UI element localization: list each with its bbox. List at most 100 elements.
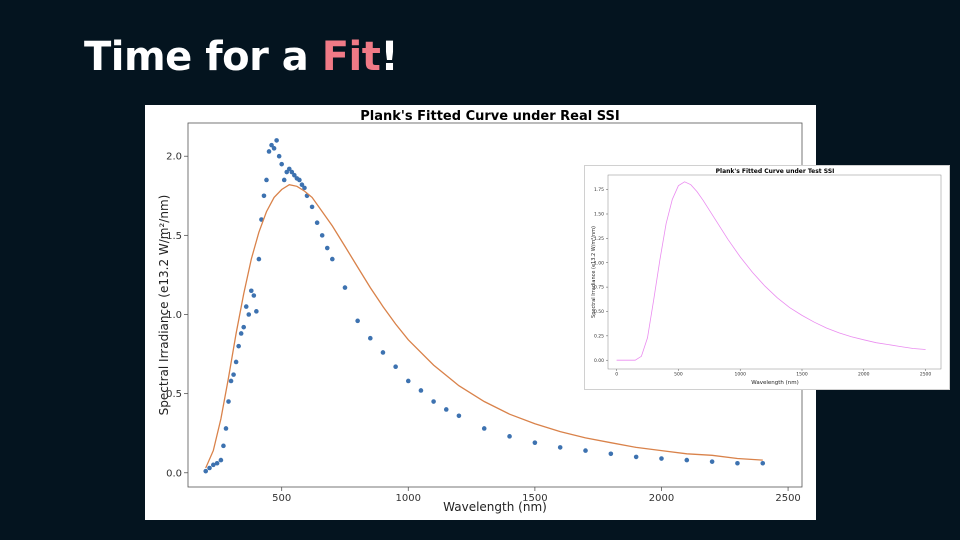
- data-point: [254, 309, 259, 314]
- data-point: [236, 343, 241, 349]
- data-point: [405, 378, 411, 384]
- y-tick-label: 0.75: [594, 285, 604, 291]
- y-axis-label: Spectral Irradiance (e13.2 W/m²/nm): [157, 195, 171, 416]
- y-tick-label: 0.5: [166, 389, 182, 400]
- tick-layer: 0 500 1000 1500 2000 2500 0.00 0.25 0.50 0.75 1.00…: [594, 187, 931, 377]
- y-tick-label: 0.00: [594, 358, 604, 364]
- data-point: [228, 378, 234, 384]
- data-point: [393, 364, 398, 370]
- data-point: [302, 185, 307, 191]
- data-point: [246, 312, 252, 317]
- data-point: [276, 153, 282, 159]
- y-tick-label: 0.50: [594, 309, 604, 315]
- slide-title-prefix: Time for a: [84, 34, 322, 80]
- data-point: [330, 256, 335, 262]
- tick-layer: 500 1000 1500 2000 2500 0.0 0.5 1.0 1.5 2.0: [166, 152, 801, 504]
- data-point: [507, 434, 512, 439]
- data-point: [218, 457, 224, 463]
- data-point: [214, 460, 220, 466]
- inset-chart-panel: Plank's Fitted Curve under Test SSI Wave…: [585, 166, 949, 389]
- data-point: [299, 182, 305, 188]
- x-tick-label: 1500: [522, 493, 547, 504]
- data-point: [203, 468, 209, 474]
- data-point: [324, 245, 330, 251]
- data-point: [684, 457, 690, 463]
- data-point: [481, 426, 487, 431]
- series-layer: [616, 181, 926, 361]
- data-point: [355, 318, 360, 324]
- y-tick-label: 1.75: [594, 187, 604, 193]
- data-point: [231, 372, 236, 377]
- data-point: [269, 142, 274, 148]
- data-point: [279, 161, 284, 167]
- data-point: [709, 459, 715, 464]
- data-point: [532, 440, 538, 445]
- y-tick-label: 0.0: [166, 468, 182, 479]
- data-point: [251, 293, 257, 298]
- scatter-series: [203, 138, 766, 474]
- data-point: [735, 460, 740, 466]
- data-point: [207, 465, 212, 471]
- x-tick-label: 2500: [775, 493, 800, 504]
- x-tick-label: 0: [615, 372, 618, 378]
- data-point: [211, 462, 216, 468]
- data-point: [221, 443, 226, 449]
- data-point: [233, 359, 239, 365]
- data-point: [274, 138, 279, 143]
- slide-title: Time for a Fit!: [84, 34, 399, 80]
- data-point: [271, 146, 277, 151]
- x-tick-label: 1000: [734, 372, 746, 378]
- x-axis-label: Wavelength (nm): [751, 380, 799, 386]
- y-tick-label: 1.50: [594, 212, 604, 218]
- data-point: [292, 172, 297, 178]
- data-point: [633, 454, 639, 460]
- x-tick-label: 500: [674, 372, 683, 378]
- slide-title-accent: Fit: [321, 34, 381, 80]
- data-point: [456, 413, 462, 419]
- data-point: [261, 193, 267, 199]
- plot-frame: [607, 174, 942, 370]
- data-point: [238, 331, 244, 336]
- data-point: [281, 177, 287, 183]
- data-point: [314, 220, 320, 226]
- x-tick-label: 2000: [649, 493, 674, 504]
- y-tick-label: 0.25: [594, 333, 604, 339]
- data-point: [284, 169, 290, 175]
- data-point: [248, 288, 254, 294]
- data-point: [608, 451, 614, 457]
- x-axis-label: Wavelength (nm): [443, 500, 547, 514]
- data-point: [297, 177, 302, 183]
- data-point: [266, 149, 272, 154]
- data-point: [226, 399, 231, 404]
- data-point: [264, 177, 269, 183]
- data-point: [368, 335, 373, 341]
- x-tick-label: 1500: [796, 372, 808, 378]
- data-point: [289, 169, 295, 175]
- chart-title: Plank's Fitted Curve under Real SSI: [360, 109, 619, 124]
- data-point: [223, 426, 229, 431]
- data-point: [256, 256, 262, 262]
- data-point: [241, 324, 247, 330]
- x-tick-label: 500: [272, 493, 291, 504]
- y-tick-label: 1.0: [166, 310, 182, 321]
- fit-curve-line: [616, 181, 926, 361]
- test-ssi-chart: Plank's Fitted Curve under Test SSI Wave…: [591, 168, 942, 386]
- data-point: [443, 407, 449, 412]
- chart-title: Plank's Fitted Curve under Test SSI: [716, 168, 835, 175]
- y-tick-label: 1.5: [166, 231, 182, 242]
- slide-title-suffix: !: [380, 34, 399, 80]
- x-tick-label: 2500: [920, 372, 932, 378]
- data-point: [243, 304, 249, 309]
- y-tick-label: 1.25: [594, 236, 604, 242]
- fit-curve-line: [205, 184, 763, 469]
- y-axis-label: Spectral Irradiance (e13.2 W/m²/nm): [591, 226, 597, 318]
- data-point: [342, 285, 348, 290]
- data-point: [431, 399, 436, 404]
- x-tick-label: 2000: [858, 372, 870, 378]
- data-point: [309, 204, 315, 210]
- data-point: [319, 233, 325, 238]
- data-point: [760, 460, 766, 466]
- data-point: [583, 448, 588, 453]
- series-layer: [203, 138, 766, 474]
- y-tick-label: 2.0: [166, 152, 182, 163]
